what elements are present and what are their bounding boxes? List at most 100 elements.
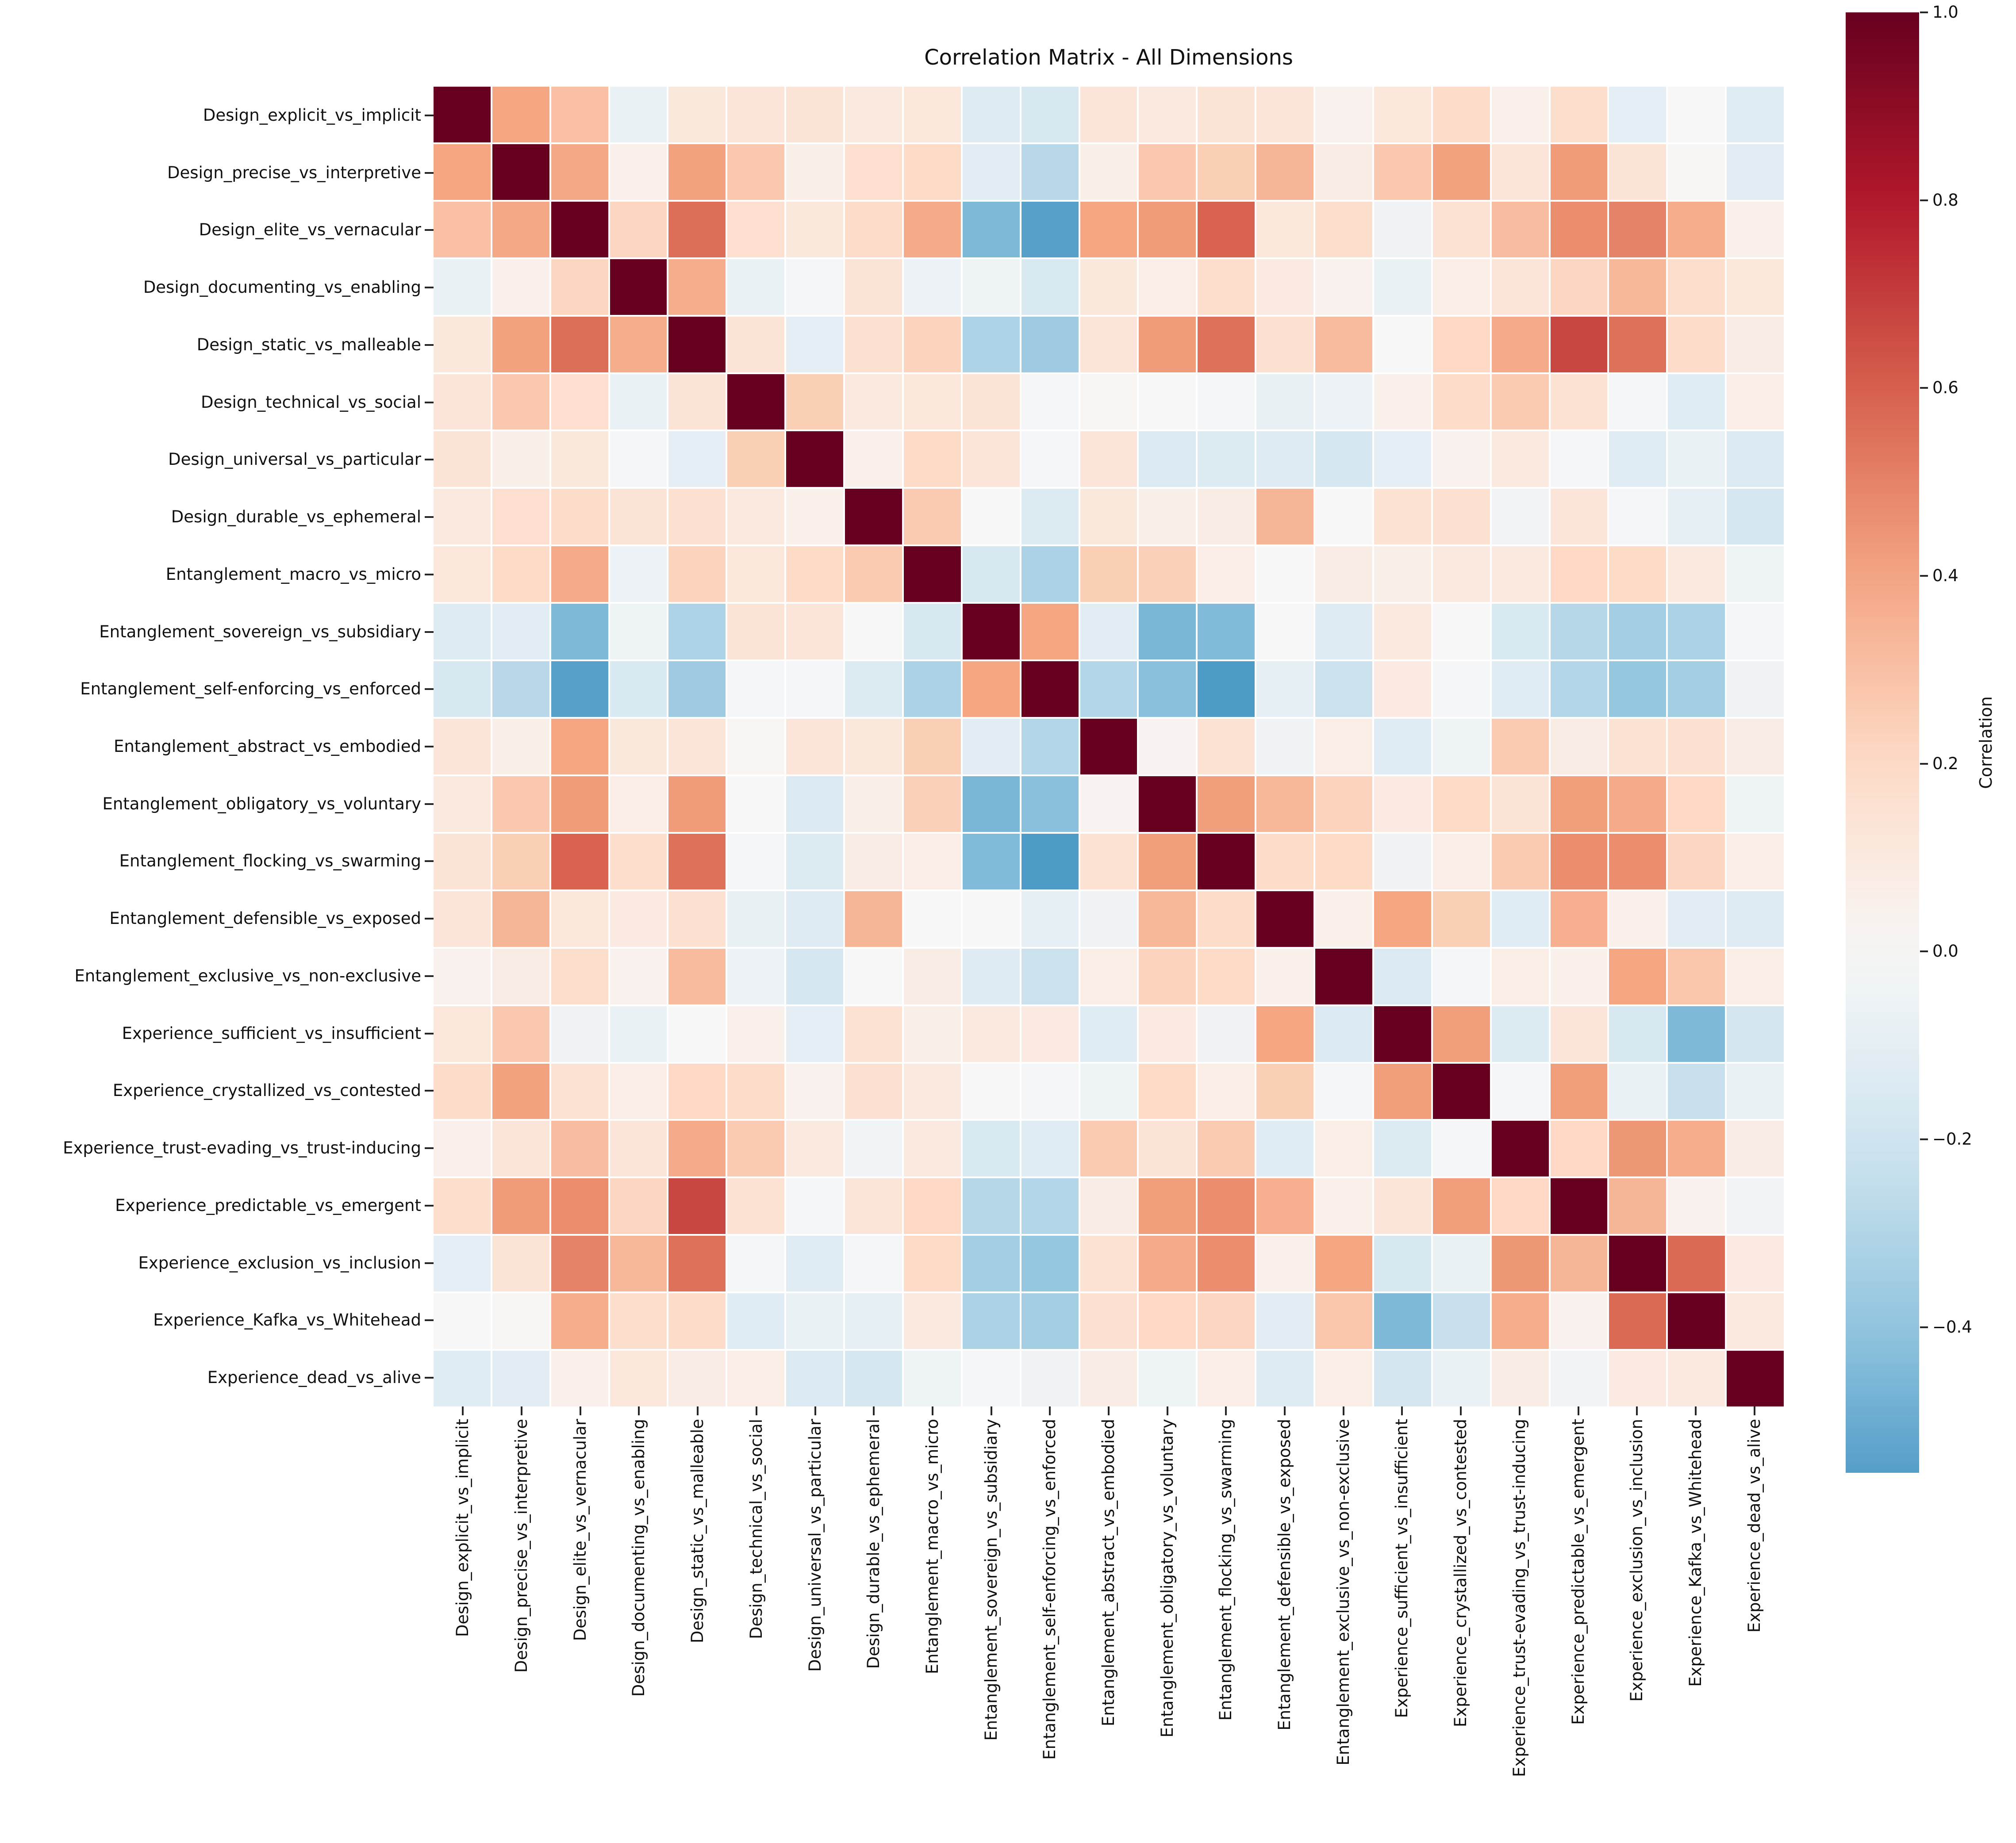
colorbar-tick-label: 1.0 [1932, 3, 1958, 22]
heatmap-cell [434, 1236, 491, 1292]
x-tick-mark [1342, 1406, 1344, 1415]
heatmap-cell [1080, 776, 1137, 832]
heatmap-cell [1374, 1121, 1431, 1177]
heatmap-cell [786, 489, 844, 545]
heatmap-cell [668, 201, 726, 257]
y-tick-mark [425, 746, 434, 747]
y-tick-mark [425, 975, 434, 977]
heatmap-cell [1256, 661, 1314, 717]
heatmap-cell [1315, 431, 1372, 487]
heatmap-cell [1315, 546, 1372, 602]
heatmap-cell [727, 776, 785, 832]
x-tick-label: Design_universal_vs_particular [805, 1419, 825, 1672]
heatmap-cell [1374, 316, 1431, 372]
colorbar-tick-label: 0.6 [1932, 378, 1958, 398]
heatmap-cell [1727, 201, 1784, 257]
colorbar-tick-label: −0.4 [1932, 1317, 1972, 1337]
heatmap-cell [1432, 1236, 1490, 1292]
heatmap-cell [962, 1063, 1020, 1119]
y-tick-mark [425, 516, 434, 518]
heatmap-cell [962, 833, 1020, 889]
y-tick-mark [425, 401, 434, 403]
y-tick-mark [425, 1319, 434, 1322]
heatmap-cell [1315, 661, 1372, 717]
heatmap-cell [727, 201, 785, 257]
heatmap-cell [551, 1121, 608, 1177]
chart-title: Correlation Matrix - All Dimensions [924, 45, 1293, 70]
heatmap-cell [1491, 374, 1549, 430]
heatmap-cell [492, 948, 549, 1004]
heatmap-cell [434, 1293, 491, 1349]
heatmap-cell [551, 1351, 608, 1406]
heatmap-cell [1021, 1351, 1079, 1406]
heatmap-cell [962, 1351, 1020, 1406]
heatmap-cell [1080, 374, 1137, 430]
heatmap-cell [610, 1178, 667, 1234]
heatmap-cell [1374, 833, 1431, 889]
heatmap-cell [845, 1006, 902, 1062]
y-tick-label: Design_explicit_vs_implicit [203, 105, 421, 125]
x-tick-mark [931, 1406, 933, 1415]
heatmap-cell [1432, 144, 1490, 200]
heatmap-cell [845, 259, 902, 315]
x-tick-label: Entanglement_self-enforcing_vs_enforced [1040, 1419, 1060, 1760]
x-tick-label: Experience_trust-evading_vs_trust-induci… [1509, 1419, 1529, 1777]
heatmap-cell [1021, 661, 1079, 717]
heatmap-cell [1021, 1293, 1079, 1349]
heatmap-cell [1727, 948, 1784, 1004]
heatmap-cell [1727, 374, 1784, 430]
heatmap-cell [1609, 316, 1667, 372]
heatmap-cell [668, 1063, 726, 1119]
heatmap-cell [1550, 1063, 1608, 1119]
heatmap-cell [1256, 316, 1314, 372]
heatmap-cell [727, 431, 785, 487]
heatmap-cell [903, 719, 961, 774]
heatmap-cell [1727, 1236, 1784, 1292]
heatmap-cell [1727, 1178, 1784, 1234]
heatmap-cell [903, 1236, 961, 1292]
heatmap-cell [1139, 431, 1196, 487]
x-tick-mark [1694, 1406, 1697, 1415]
heatmap-cell [1432, 833, 1490, 889]
heatmap-cell [1198, 604, 1255, 660]
heatmap-cell [1198, 1351, 1255, 1406]
heatmap-cell [1727, 604, 1784, 660]
heatmap-cell [1550, 87, 1608, 142]
heatmap-cell [1550, 776, 1608, 832]
heatmap-cell [1021, 144, 1079, 200]
heatmap-cell [492, 1178, 549, 1234]
heatmap-cell [434, 201, 491, 257]
heatmap-cell [727, 1178, 785, 1234]
heatmap-cell [1668, 144, 1725, 200]
heatmap-cell [1080, 1121, 1137, 1177]
heatmap-cell [1609, 1178, 1667, 1234]
heatmap-cell [668, 833, 726, 889]
y-tick-mark [425, 1147, 434, 1149]
heatmap-cell [1021, 719, 1079, 774]
heatmap-cell [1080, 891, 1137, 947]
heatmap-cell [1198, 833, 1255, 889]
heatmap-cell [1727, 661, 1784, 717]
heatmap-cell [786, 1236, 844, 1292]
x-tick-mark [638, 1406, 640, 1415]
heatmap-cell [962, 546, 1020, 602]
heatmap-cell [492, 201, 549, 257]
heatmap-cell [1139, 1121, 1196, 1177]
heatmap-cell [1609, 1121, 1667, 1177]
heatmap-cell [845, 661, 902, 717]
heatmap-cell [668, 259, 726, 315]
heatmap-cell [962, 891, 1020, 947]
heatmap-cell [903, 87, 961, 142]
x-tick-label: Design_durable_vs_ephemeral [864, 1419, 883, 1669]
heatmap-cell [1432, 604, 1490, 660]
heatmap-cell [727, 719, 785, 774]
heatmap-cell [962, 1121, 1020, 1177]
heatmap-cell [1609, 719, 1667, 774]
heatmap-cell [1198, 1236, 1255, 1292]
heatmap-cell [492, 1063, 549, 1119]
y-tick-mark [425, 1377, 434, 1379]
heatmap-cell [1256, 1121, 1314, 1177]
heatmap-cell [1491, 776, 1549, 832]
heatmap-cell [903, 259, 961, 315]
heatmap-cell [1315, 87, 1372, 142]
